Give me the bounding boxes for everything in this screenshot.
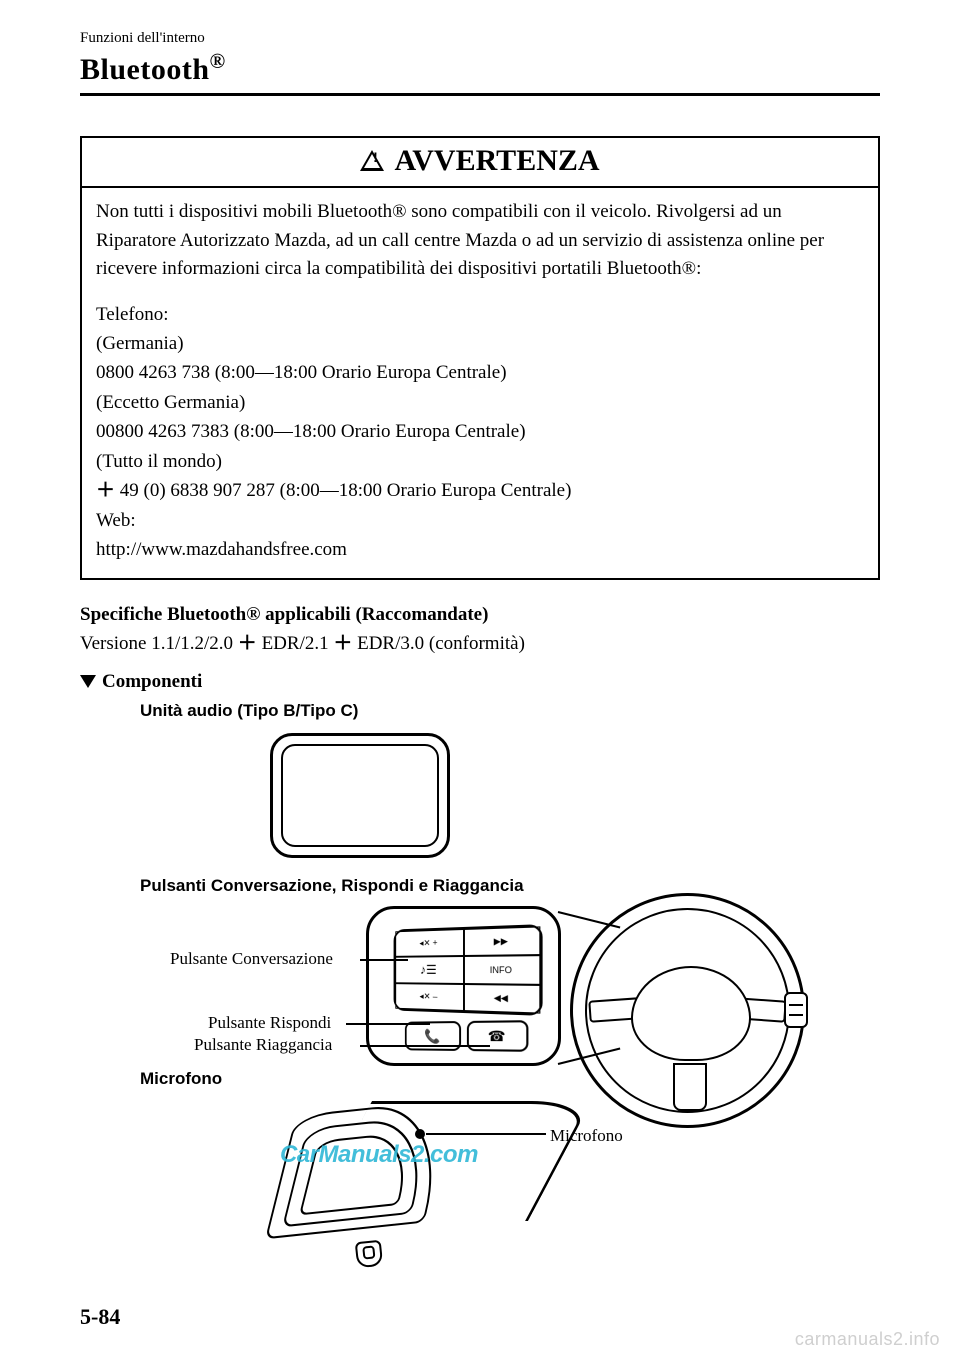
callout-talk-button: Pulsante Conversazione [170,949,333,969]
plus-icon: ＋ [238,633,257,654]
web-url: http://www.mazdahandsfree.com [96,535,864,564]
cluster-cell: ◀◀ [464,984,541,1014]
warning-body: Non tutti i dispositivi mobili Bluetooth… [82,188,878,578]
plus-icon: ＋ [96,480,115,501]
components-heading-text: Componenti [102,671,202,692]
specs-body-b: EDR/2.1 [257,633,334,654]
phone-except-number: 00800 4263 7383 (8:00―18:00 Orario Europ… [96,417,864,446]
button-cluster-graphic: ◂✕ + ▶▶ ♪☰ INFO ◂✕ – ◀◀ 📞 ☎ [366,906,561,1066]
callout-microphone: Microfono [550,1126,623,1146]
phone-world-number: ＋ 49 (0) 6838 907 287 (8:00―18:00 Orario… [96,476,864,505]
specs-body-a: Versione 1.1/1.2/2.0 [80,633,238,654]
phone-germany-label: (Germania) [96,329,864,358]
microphone-graphic [260,1101,580,1261]
specs-body-c: EDR/3.0 (conformità) [352,633,525,654]
label-buttons: Pulsanti Conversazione, Rispondi e Riagg… [140,876,524,896]
page-number: 5-84 [80,1304,120,1330]
triangle-down-icon [80,675,96,688]
web-label: Web: [96,506,864,535]
phone-label: Telefono: [96,300,864,329]
label-audio-unit: Unità audio (Tipo B/Tipo C) [140,701,358,721]
phone-germany-number: 0800 4263 738 (8:00―18:00 Orario Europa … [96,358,864,387]
warning-heading: ! AVVERTENZA [82,138,878,188]
warning-paragraph: Non tutti i dispositivi mobili Bluetooth… [96,198,864,284]
label-microphone: Microfono [140,1069,222,1089]
callout-answer-button: Pulsante Rispondi [208,1013,331,1033]
leader-line [360,1045,490,1047]
specs-heading: Specifiche Bluetooth® applicabili (Racco… [80,604,880,626]
steering-wheel-graphic [570,893,805,1128]
footer-site-text: carmanuals2.info [795,1329,940,1350]
watermark-text: CarManuals2.com [280,1141,478,1169]
phone-except-label: (Eccetto Germania) [96,388,864,417]
components-figure: Unità audio (Tipo B/Tipo C) Pulsanti Con… [80,701,880,1261]
warning-box: ! AVVERTENZA Non tutti i dispositivi mob… [80,136,880,580]
specs-body: Versione 1.1/1.2/2.0 ＋ EDR/2.1 ＋ EDR/3.0… [80,628,880,655]
audio-unit-graphic [270,733,450,858]
leader-line [346,1023,430,1025]
warning-icon: ! [360,144,390,178]
cluster-hangup-button: ☎ [466,1021,528,1053]
page-title-text: Bluetooth [80,53,210,86]
header-section-label: Funzioni dell'interno [80,30,880,47]
components-heading: Componenti [80,671,880,693]
page-title: Bluetooth® [80,49,880,87]
cluster-cell: INFO [464,956,541,985]
cluster-cell: ▶▶ [464,927,541,957]
registered-mark: ® [210,49,226,73]
header-rule [80,93,880,96]
phone-world-number-text: 49 (0) 6838 907 287 (8:00―18:00 Orario E… [115,480,571,501]
cluster-cell: ◂✕ + [395,929,463,957]
plus-icon: ＋ [333,633,352,654]
phone-world-label: (Tutto il mondo) [96,447,864,476]
callout-hangup-button: Pulsante Riaggancia [194,1035,332,1055]
leader-line [360,959,408,961]
cluster-cell: ◂✕ – [395,983,463,1011]
warning-heading-text: AVVERTENZA [394,144,599,177]
